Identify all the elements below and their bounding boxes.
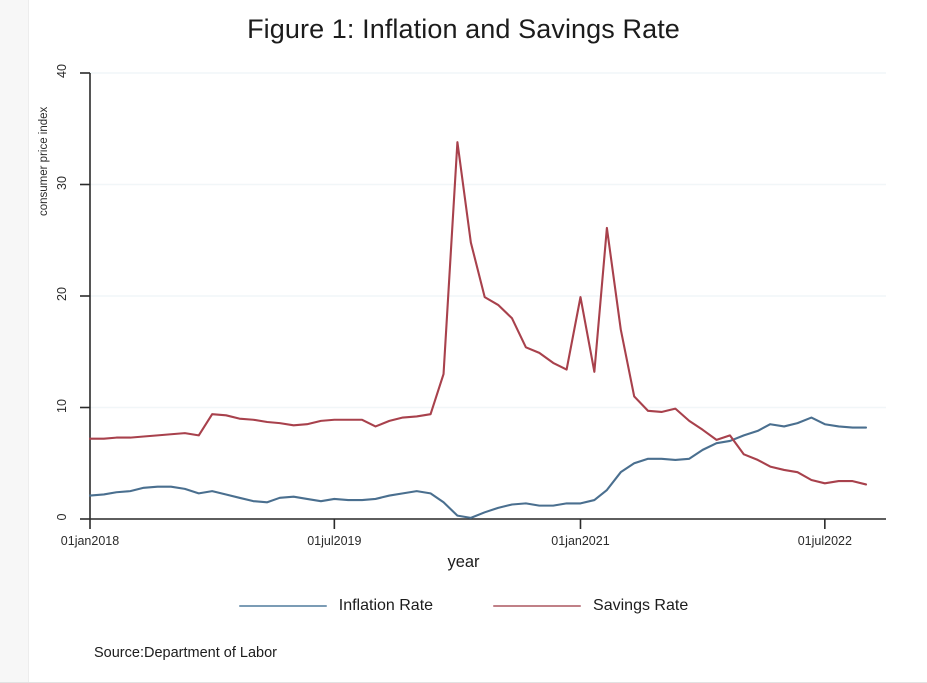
source-note: Source:Department of Labor: [94, 645, 277, 661]
x-axis-label: year: [447, 553, 480, 571]
chart-title: Figure 1: Inflation and Savings Rate: [247, 14, 680, 44]
chart-legend: Inflation Rate Savings Rate: [0, 597, 927, 615]
y-tick-label: 10: [55, 398, 69, 413]
y-axis-label: consumer price index: [38, 106, 50, 216]
gridlines: [90, 72, 886, 520]
legend-swatch-savings-rate: [493, 604, 582, 608]
legend-label-savings-rate: Savings Rate: [593, 597, 689, 614]
legend-label-inflation-rate: Inflation Rate: [338, 597, 434, 614]
y-tick-label: 30: [55, 175, 69, 190]
y-axis-ticks: [80, 72, 90, 520]
legend-item-savings-rate: Savings Rate: [493, 597, 688, 615]
legend-swatch-inflation-rate: [238, 604, 327, 608]
data-series: [88, 141, 868, 519]
x-tick-label: 01jan2018: [60, 534, 120, 548]
y-tick-label: 20: [55, 287, 69, 301]
page-left-gutter: [0, 0, 29, 683]
y-tick-label: 0: [55, 513, 69, 521]
y-tick-label: 40: [55, 64, 69, 78]
legend-item-inflation-rate: Inflation Rate: [238, 597, 434, 615]
x-axis-ticks: [89, 519, 826, 529]
series-line-inflation-rate: [88, 416, 868, 519]
x-tick-label: 01jul2019: [307, 534, 362, 548]
x-tick-label: 01jul2022: [797, 534, 852, 548]
series-line-savings-rate: [88, 141, 868, 486]
x-tick-label: 01jan2021: [551, 534, 610, 548]
